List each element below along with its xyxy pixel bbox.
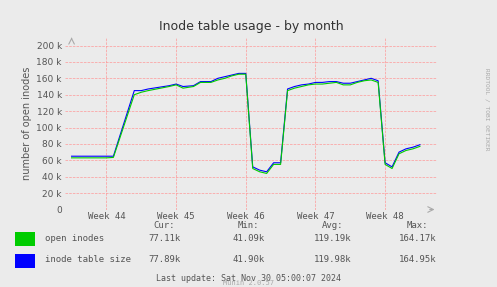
Text: 77.11k: 77.11k [148,234,180,243]
Text: 119.98k: 119.98k [314,255,352,264]
Text: 41.90k: 41.90k [233,255,264,264]
Text: 164.95k: 164.95k [399,255,436,264]
Text: inode table size: inode table size [45,255,131,264]
Title: Inode table usage - by month: Inode table usage - by month [159,20,343,33]
Bar [15,254,35,267]
Text: Min:: Min: [238,221,259,230]
Text: Max:: Max: [407,221,428,230]
Text: open inodes: open inodes [45,234,104,243]
Text: 119.19k: 119.19k [314,234,352,243]
Bar [15,232,35,246]
Text: 77.89k: 77.89k [148,255,180,264]
Text: Last update: Sat Nov 30 05:00:07 2024: Last update: Sat Nov 30 05:00:07 2024 [156,274,341,283]
Text: RRDTOOL / TOBI OETIKER: RRDTOOL / TOBI OETIKER [485,68,490,150]
Text: Avg:: Avg: [322,221,344,230]
Text: Munin 2.0.57: Munin 2.0.57 [223,280,274,286]
Text: 41.09k: 41.09k [233,234,264,243]
Text: Cur:: Cur: [153,221,175,230]
Text: 164.17k: 164.17k [399,234,436,243]
Y-axis label: number of open inodes: number of open inodes [22,67,32,180]
